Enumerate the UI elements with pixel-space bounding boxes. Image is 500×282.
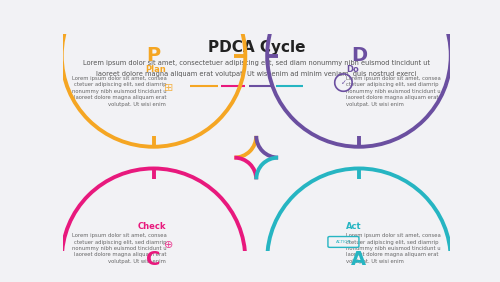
Text: Act: Act [346,222,362,232]
Text: Lorem ipsum dolor sit amet, consea
ctetuer adipiscing elit, sed diamrip
nonummy : Lorem ipsum dolor sit amet, consea ctetu… [72,76,166,107]
Text: ⊕: ⊕ [164,240,174,250]
Text: A: A [352,250,366,269]
Text: Lorem ipsum dolor sit amet, consea
ctetuer adipiscing elit, sed diamrip
nonummy : Lorem ipsum dolor sit amet, consea ctetu… [346,76,441,107]
Text: ACTION: ACTION [336,240,351,244]
Text: Lorem ipsum dolor sit amet, consectetuer adipiscing elit, sed diam nonummy nibh : Lorem ipsum dolor sit amet, consectetuer… [83,60,430,66]
Text: laoreet dolore magna aliquam erat volutpat. Ut wisi enim ad minim veniam, quis n: laoreet dolore magna aliquam erat volutp… [96,71,416,77]
Text: Lorem ipsum dolor sit amet, consea
ctetuer adipiscing elit, sed diamrip
nonummy : Lorem ipsum dolor sit amet, consea ctetu… [72,233,166,264]
Text: Check: Check [138,222,166,232]
Text: ⊞: ⊞ [164,83,174,92]
Text: C: C [146,250,160,269]
Text: D: D [351,46,367,65]
Text: PDCA Cycle: PDCA Cycle [208,40,305,55]
Text: Do: Do [346,65,359,74]
Text: Lorem ipsum dolor sit amet, consea
ctetuer adipiscing elit, sed diamrip
nonummy : Lorem ipsum dolor sit amet, consea ctetu… [346,233,441,264]
Text: Plan: Plan [146,65,167,74]
Text: ✓: ✓ [340,80,346,86]
Text: P: P [146,46,160,65]
